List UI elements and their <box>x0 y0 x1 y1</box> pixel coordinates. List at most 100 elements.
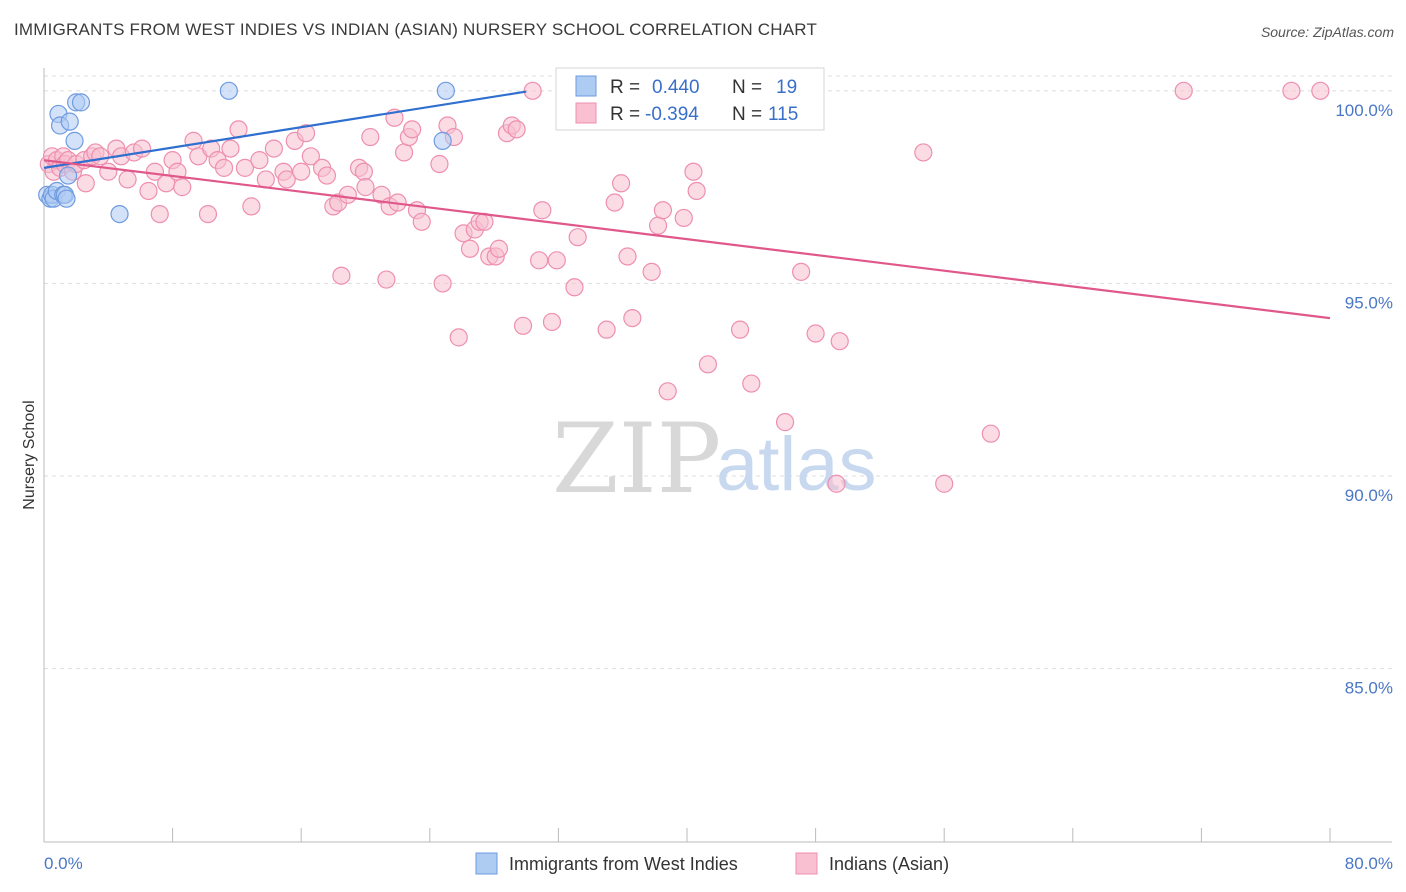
trend-line-indians-asian <box>43 159 1331 320</box>
point-west-indies <box>219 81 238 100</box>
point-indians-asian <box>698 355 717 374</box>
point-west-indies <box>57 189 76 208</box>
legend-r-value: -0.394 <box>645 104 699 125</box>
watermark-zip: ZIP <box>552 403 721 515</box>
point-indians-asian <box>568 228 587 247</box>
chart-title: IMMIGRANTS FROM WEST INDIES VS INDIAN (A… <box>14 20 818 39</box>
point-indians-asian <box>338 185 357 204</box>
point-indians-asian <box>377 270 396 289</box>
point-indians-asian <box>184 131 203 150</box>
point-indians-asian <box>1311 81 1330 100</box>
point-indians-asian <box>687 181 706 201</box>
point-indians-asian <box>118 170 137 189</box>
trend-line-west-indies <box>43 90 527 169</box>
bottom-legend-label-west-indies: Immigrants from West Indies <box>509 854 738 874</box>
point-indians-asian <box>354 162 373 181</box>
point-indians-asian <box>242 197 261 216</box>
legend-n-label: N = <box>732 77 762 98</box>
point-west-indies <box>433 131 452 150</box>
point-west-indies <box>71 93 91 112</box>
point-west-indies <box>110 204 129 224</box>
point-indians-asian <box>1282 81 1301 100</box>
source-label: Source: ZipAtlas.com <box>1260 24 1394 40</box>
point-indians-asian <box>317 166 337 185</box>
point-indians-asian <box>264 139 283 158</box>
point-indians-asian <box>403 120 422 139</box>
point-indians-asian <box>332 266 351 285</box>
point-indians-asian <box>235 158 255 177</box>
point-indians-asian <box>214 158 234 177</box>
point-indians-asian <box>648 216 668 235</box>
point-indians-asian <box>489 239 509 258</box>
bottom-legend-swatch-indians <box>795 852 818 875</box>
point-indians-asian <box>507 120 526 139</box>
bottom-legend: Immigrants from West Indies Indians (Asi… <box>475 852 949 875</box>
point-indians-asian <box>730 320 750 339</box>
legend-r-value: 0.440 <box>652 77 700 98</box>
point-indians-asian <box>618 247 637 266</box>
point-indians-asian <box>433 274 452 293</box>
point-indians-asian <box>742 374 761 393</box>
y-tick-label: 90.0% <box>1345 486 1393 505</box>
point-indians-asian <box>361 127 380 147</box>
point-indians-asian <box>935 474 954 493</box>
point-indians-asian <box>513 316 533 335</box>
trend-lines <box>43 90 1331 320</box>
legend-r-label: R = <box>610 77 640 98</box>
point-indians-asian <box>658 382 677 401</box>
point-indians-asian <box>605 193 624 212</box>
point-indians-asian <box>277 170 296 189</box>
point-indians-asian <box>76 174 95 193</box>
point-indians-asian <box>356 178 375 197</box>
point-indians-asian <box>806 324 825 343</box>
point-indians-asian <box>623 308 642 328</box>
point-indians-asian <box>394 143 414 162</box>
watermark-atlas: atlas <box>716 422 877 507</box>
legend-swatch-indians <box>575 102 597 124</box>
legend-n-value: 115 <box>768 104 798 125</box>
point-indians-asian <box>412 212 431 231</box>
point-indians-asian <box>296 124 316 143</box>
point-indians-asian <box>542 312 562 332</box>
point-indians-asian <box>530 251 549 270</box>
legend-n-label: N = <box>732 104 762 125</box>
axes: 85.0% 90.0% 95.0% 100.0% 0.0% 80.0% <box>43 68 1393 873</box>
x-tick-label: 0.0% <box>44 854 83 873</box>
point-indians-asian <box>91 147 110 166</box>
point-indians-asian <box>150 204 169 224</box>
point-indians-asian <box>914 143 933 162</box>
point-indians-asian <box>250 151 269 170</box>
point-indians-asian <box>132 139 152 158</box>
point-indians-asian <box>449 328 468 347</box>
point-indians-asian <box>830 332 849 351</box>
point-indians-asian <box>674 208 693 228</box>
point-indians-asian <box>221 139 240 158</box>
point-indians-asian <box>523 81 542 100</box>
point-indians-asian <box>611 174 631 193</box>
point-indians-asian <box>198 204 218 224</box>
legend-n-value: 19 <box>776 77 797 98</box>
top-legend: R = 0.440 N = 19 R = -0.394 N = 115 <box>555 67 825 131</box>
point-indians-asian <box>565 278 584 297</box>
bottom-legend-swatch-west-indies <box>475 852 498 875</box>
point-indians-asian <box>173 178 192 197</box>
y-tick-label: 85.0% <box>1345 679 1393 698</box>
point-indians-asian <box>597 320 616 339</box>
bottom-legend-label-indians: Indians (Asian) <box>829 854 949 874</box>
legend-swatch-west-indies <box>575 75 597 97</box>
point-indians-asian <box>139 181 158 201</box>
y-tick-label: 95.0% <box>1345 293 1393 312</box>
top-legend-box <box>555 67 825 131</box>
point-indians-asian <box>99 162 118 181</box>
point-indians-asian <box>533 201 552 220</box>
legend-r-label: R = <box>610 104 640 125</box>
y-tick-label: 100.0% <box>1335 101 1393 120</box>
point-west-indies <box>60 112 79 131</box>
point-indians-asian <box>827 474 846 493</box>
point-indians-asian <box>981 424 1000 443</box>
point-indians-asian <box>1174 81 1193 100</box>
point-indians-asian <box>292 162 311 181</box>
point-west-indies <box>65 131 84 150</box>
series-west-indies <box>38 81 455 224</box>
